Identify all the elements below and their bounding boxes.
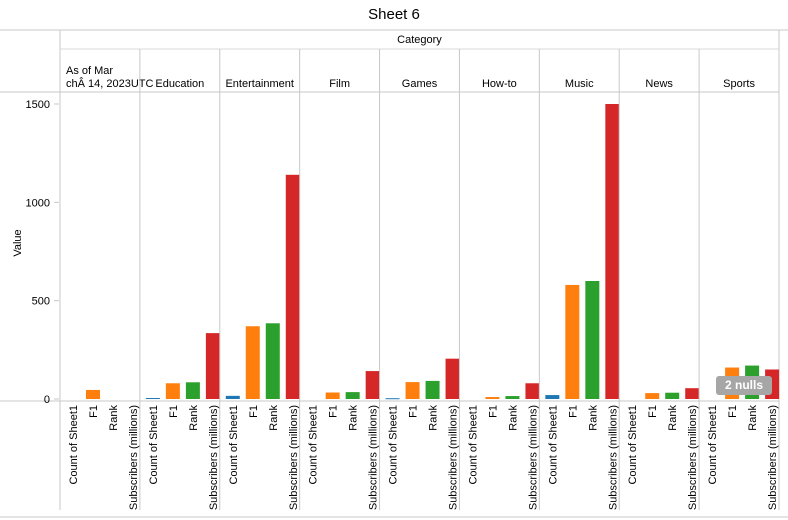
measure-label: Count of Sheet1	[308, 405, 320, 485]
measure-label: F1	[647, 405, 659, 418]
measure-label: Count of Sheet1	[707, 405, 719, 485]
bar	[145, 398, 160, 400]
nulls-badge[interactable]: 2 nulls	[716, 376, 772, 395]
category-label: Music	[565, 78, 594, 90]
measure-label: Subscribers (millions)	[128, 405, 140, 510]
measure-label: F1	[168, 405, 180, 418]
bar	[445, 358, 460, 399]
measure-label: Rank	[507, 405, 519, 431]
bar	[225, 395, 240, 399]
measure-label: Count of Sheet1	[148, 405, 160, 485]
category-label: Education	[155, 78, 204, 90]
y-tick-label: 0	[44, 394, 50, 406]
measure-label: Rank	[268, 405, 280, 431]
measure-label: Subscribers (millions)	[527, 405, 539, 510]
bar	[405, 382, 420, 399]
measure-label: F1	[727, 405, 739, 418]
y-tick-label: 500	[32, 296, 50, 308]
measure-label: Subscribers (millions)	[208, 405, 220, 510]
y-tick-label: 1500	[26, 99, 50, 111]
measure-label: Subscribers (millions)	[288, 405, 300, 510]
measure-label: Subscribers (millions)	[687, 405, 699, 510]
bar	[185, 382, 200, 399]
bar	[665, 392, 680, 399]
measure-label: Rank	[348, 405, 360, 431]
bar	[525, 383, 540, 399]
y-axis-label: Value	[12, 229, 24, 256]
measure-label: F1	[88, 405, 100, 418]
bar	[245, 326, 260, 399]
bar	[285, 174, 300, 399]
measure-label: Subscribers (millions)	[767, 405, 779, 510]
bar	[425, 380, 440, 399]
measure-label: Rank	[747, 405, 759, 431]
measure-label: Count of Sheet1	[627, 405, 639, 485]
bar	[545, 395, 560, 399]
category-label: Sports	[723, 78, 755, 90]
bar	[345, 392, 360, 399]
bar	[165, 383, 180, 399]
measure-label: F1	[487, 405, 499, 418]
measure-label: Rank	[667, 405, 679, 431]
measure-label: F1	[408, 405, 420, 418]
measure-label: F1	[328, 405, 340, 418]
category-label: Film	[329, 78, 350, 90]
measure-label: Rank	[587, 405, 599, 431]
bar	[645, 393, 660, 399]
measure-label: F1	[567, 405, 579, 418]
bar	[205, 333, 220, 399]
bar	[485, 397, 500, 399]
category-label: Entertainment	[225, 78, 293, 90]
y-tick-label: 1000	[26, 197, 50, 209]
category-label: Games	[402, 78, 438, 90]
bar	[685, 388, 700, 399]
measure-label: Rank	[188, 405, 200, 431]
category-label: As of Mar chÂ 14, 2023UTC	[66, 65, 153, 90]
bar	[365, 371, 380, 399]
column-header-label: Category	[397, 34, 442, 46]
bar	[385, 398, 400, 400]
bar	[325, 392, 340, 399]
measure-label: Subscribers (millions)	[448, 405, 460, 510]
bar	[565, 284, 580, 399]
category-label: How-to	[482, 78, 517, 90]
measure-label: Count of Sheet1	[228, 405, 240, 485]
bar	[505, 396, 520, 399]
measure-label: Subscribers (millions)	[607, 405, 619, 510]
bar	[585, 281, 600, 399]
measure-label: Count of Sheet1	[388, 405, 400, 485]
bar	[605, 104, 620, 399]
measure-label: Count of Sheet1	[467, 405, 479, 485]
category-label: News	[645, 78, 673, 90]
measure-label: F1	[248, 405, 260, 418]
bar	[265, 323, 280, 399]
bar	[86, 389, 100, 399]
sheet-title: Sheet 6	[368, 6, 420, 23]
measure-label: Count of Sheet1	[68, 405, 80, 485]
measure-label: Rank	[108, 405, 120, 431]
measure-label: Rank	[428, 405, 440, 431]
measure-label: Count of Sheet1	[547, 405, 559, 485]
measure-label: Subscribers (millions)	[368, 405, 380, 510]
